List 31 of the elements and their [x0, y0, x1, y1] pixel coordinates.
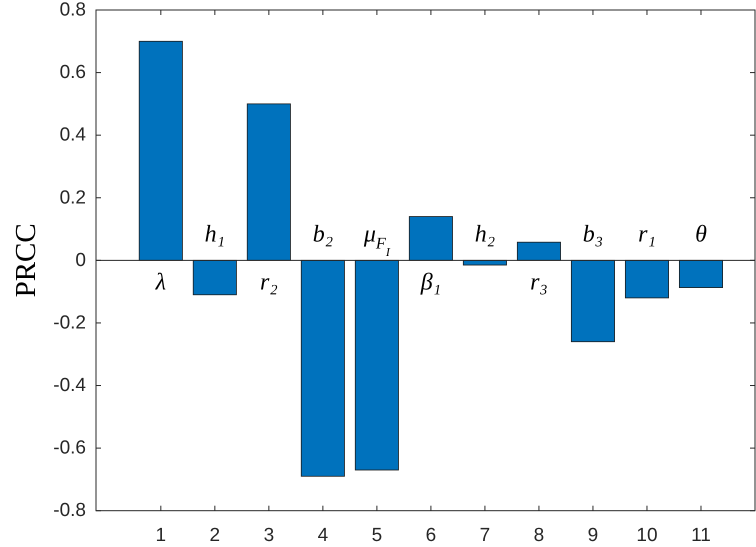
- annotation: r₂: [260, 269, 278, 296]
- y-tick-label: -0.6: [53, 438, 86, 459]
- y-tick-label: -0.2: [53, 312, 86, 334]
- annotation: r₃: [530, 269, 548, 296]
- annotation: λ: [154, 269, 166, 296]
- y-axis-title: PRCC: [10, 223, 42, 298]
- annotation: b₂: [312, 221, 334, 248]
- x-tick-label: 7: [480, 525, 490, 546]
- x-tick-label: 2: [210, 525, 220, 546]
- y-tick-label: -0.4: [53, 375, 86, 396]
- x-tick-label: 5: [372, 525, 382, 546]
- x-tick-label: 9: [588, 525, 598, 546]
- annotation: θ: [695, 221, 708, 248]
- annotation: β₁: [420, 269, 442, 296]
- y-tick-label: 0.6: [60, 62, 86, 84]
- x-tick-label: 4: [318, 525, 329, 546]
- y-tick-label: -0.8: [53, 500, 86, 522]
- x-tick-label: 6: [426, 525, 436, 546]
- annotation: b₃: [582, 221, 604, 248]
- x-tick-label: 11: [691, 525, 711, 546]
- y-tick-label: 0.2: [60, 187, 86, 208]
- x-tick-label: 10: [636, 525, 658, 546]
- y-tick-label: 0.4: [60, 124, 86, 146]
- x-tick-label: 8: [534, 525, 544, 546]
- x-tick-label: 1: [156, 525, 166, 546]
- annotation: h₁: [204, 221, 226, 248]
- x-tick-label: 3: [264, 525, 274, 546]
- y-tick-label: 0: [75, 250, 86, 271]
- annotation: r₁: [638, 221, 656, 248]
- annotation: h₂: [474, 221, 496, 248]
- y-tick-label: 0.8: [60, 0, 86, 20]
